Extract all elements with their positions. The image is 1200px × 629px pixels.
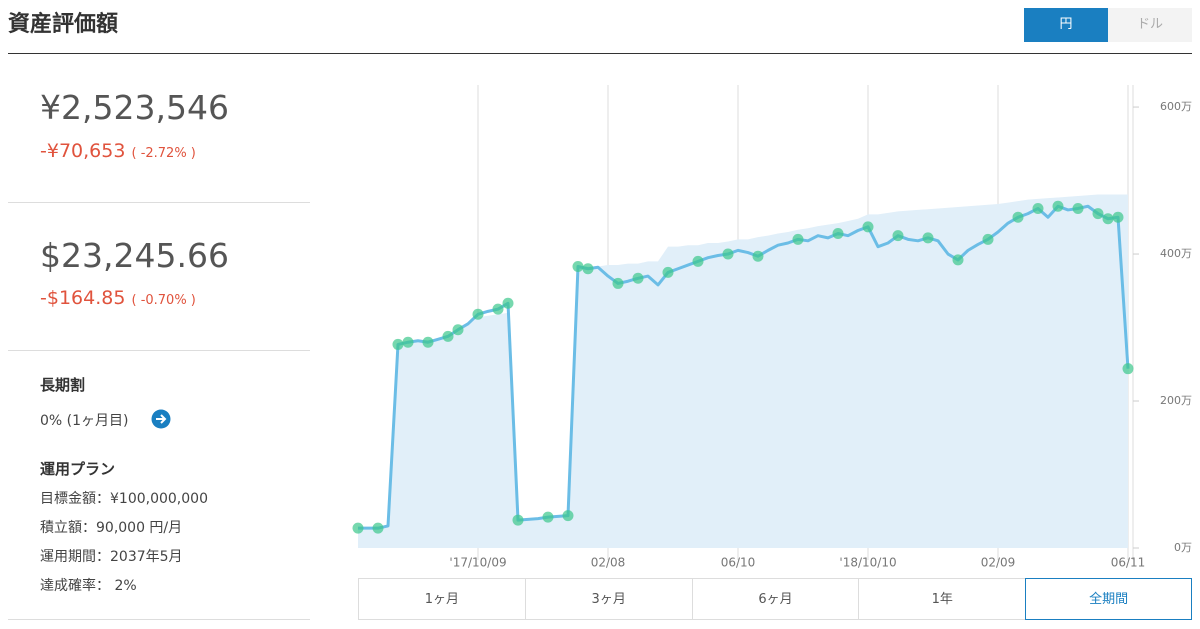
transaction-dot	[352, 522, 364, 534]
currency-usd[interactable]: ドル	[1108, 8, 1192, 42]
usd-change-amount: -$164.85	[40, 287, 126, 309]
transaction-dot	[512, 514, 524, 526]
currency-yen[interactable]: 円	[1024, 8, 1108, 42]
discount-title: 長期割	[40, 376, 86, 394]
transaction-dot	[952, 254, 964, 266]
principal-area	[358, 194, 1128, 548]
divider	[8, 619, 310, 620]
y-tick-label: 0万	[1174, 541, 1192, 554]
transaction-dot	[372, 522, 384, 534]
transaction-dot	[612, 277, 624, 289]
transaction-dot	[1112, 211, 1124, 223]
x-tick-label: 02/09	[981, 556, 1016, 570]
transaction-dot	[442, 330, 454, 342]
transaction-dot	[982, 233, 994, 245]
transaction-dot	[502, 297, 514, 309]
discount-text: 0% (1ヶ月目)	[40, 413, 129, 429]
period-button[interactable]: 全期間	[1025, 578, 1192, 620]
usd-value: $23,245.66	[40, 236, 229, 275]
transaction-dot	[1012, 211, 1024, 223]
period-button[interactable]: 6ヶ月	[691, 578, 860, 620]
jpy-value: ¥2,523,546	[40, 88, 229, 127]
transaction-dot	[582, 263, 594, 275]
transaction-dot	[692, 255, 704, 267]
transaction-dot	[752, 250, 764, 262]
jpy-change: -¥70,653 ( -2.72% )	[40, 140, 196, 162]
jpy-change-amount: -¥70,653	[40, 140, 126, 162]
divider	[8, 350, 310, 351]
transaction-dot	[542, 511, 554, 523]
period-button[interactable]: 1ヶ月	[358, 578, 526, 620]
plan-item: 達成確率： 2%	[40, 578, 137, 594]
usd-change: -$164.85 ( -0.70% )	[40, 287, 196, 309]
transaction-dot	[1092, 208, 1104, 220]
x-tick-label: 06/11	[1111, 556, 1146, 570]
x-tick-label: '17/10/09	[449, 556, 506, 570]
transaction-dot	[722, 248, 734, 260]
transaction-dot	[492, 303, 504, 315]
y-tick-label: 400万	[1160, 247, 1192, 260]
chart: 0万 200万 400万 600万 '17/10/09 02/08 06/10 '18/10/…	[352, 85, 1192, 570]
transaction-dot	[392, 338, 404, 350]
transaction-dot	[572, 261, 584, 273]
transaction-dot	[1122, 363, 1134, 375]
x-tick-label: 06/10	[721, 556, 756, 570]
transaction-dot	[792, 233, 804, 245]
transaction-dot	[1032, 202, 1044, 214]
transaction-dot	[922, 232, 934, 244]
value-line	[358, 204, 1130, 530]
transaction-dot	[402, 336, 414, 348]
transaction-dot	[1102, 213, 1114, 225]
header-rule	[8, 53, 1192, 54]
transaction-dot	[862, 221, 874, 233]
y-tick-label: 600万	[1160, 100, 1192, 113]
transaction-dot	[452, 324, 464, 336]
y-tick-label: 200万	[1160, 394, 1192, 407]
jpy-change-pct: ( -2.72% )	[131, 146, 196, 161]
period-button[interactable]: 3ヶ月	[524, 578, 693, 620]
transaction-dot	[662, 266, 674, 278]
x-tick-label: '18/10/10	[839, 556, 896, 570]
transaction-dot	[562, 510, 574, 522]
period-button[interactable]: 1年	[858, 578, 1027, 620]
transaction-dot	[632, 272, 644, 284]
transaction-dot	[832, 227, 844, 239]
transaction-dot	[472, 308, 484, 320]
plan-item: 運用期間：2037年5月	[40, 549, 183, 565]
plan-item: 積立額：90,000 円/月	[40, 520, 183, 536]
transaction-dot	[422, 336, 434, 348]
transaction-dot	[1052, 200, 1064, 212]
transaction-dot	[1072, 202, 1084, 214]
x-tick-label: 02/08	[591, 556, 626, 570]
divider	[8, 202, 310, 203]
usd-change-pct: ( -0.70% )	[131, 293, 196, 308]
page-title: 資産評価額	[8, 12, 119, 37]
transaction-dot	[892, 230, 904, 242]
plan-title: 運用プラン	[40, 460, 116, 478]
discount-link[interactable]	[151, 409, 171, 429]
plan-item: 目標金額：¥100,000,000	[40, 491, 208, 507]
